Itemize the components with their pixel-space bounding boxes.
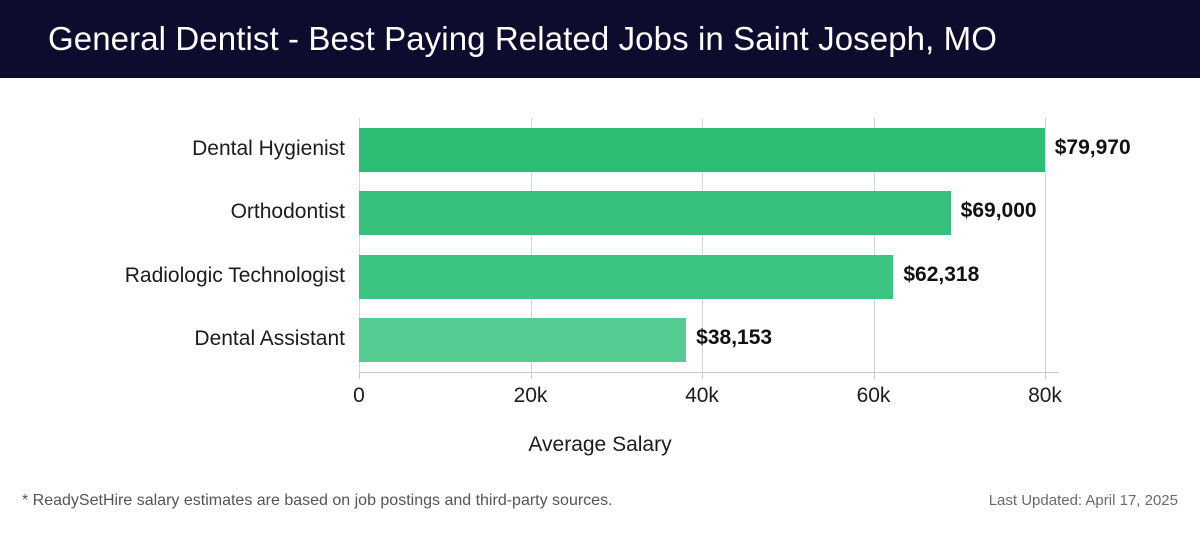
- gridline: [359, 118, 360, 372]
- gridline: [702, 118, 703, 372]
- x-tick-label: 20k: [513, 384, 548, 407]
- category-label: Orthodontist: [230, 200, 345, 224]
- value-label: $69,000: [960, 199, 1037, 223]
- bar: [359, 254, 894, 299]
- category-label: Radiologic Technologist: [124, 263, 345, 287]
- value-label: $62,318: [903, 262, 980, 286]
- bar-chart: 0 20k 40k 60k 80k Dental Hygienist Orthodonti…: [0, 78, 1200, 468]
- bar: [359, 191, 951, 236]
- value-label: $79,970: [1054, 135, 1131, 159]
- plot-area: [359, 118, 1046, 372]
- category-label: Dental Hygienist: [192, 136, 345, 160]
- tick-mark: [530, 372, 532, 379]
- x-axis-line: [359, 372, 1059, 373]
- x-tick-label: 0: [353, 384, 365, 407]
- x-axis-title: Average Salary: [528, 433, 672, 456]
- category-label: Dental Assistant: [194, 327, 345, 351]
- bar: [359, 318, 687, 363]
- page-title: General Dentist - Best Paying Related Jo…: [48, 20, 998, 57]
- gridline: [1045, 118, 1046, 372]
- x-tick-label: 80k: [1028, 384, 1062, 407]
- gridline: [873, 118, 875, 372]
- tick-mark: [873, 372, 875, 379]
- footer-disclaimer: * ReadySetHire salary estimates are base…: [22, 492, 613, 509]
- header-banner: General Dentist - Best Paying Related Jo…: [0, 0, 1200, 78]
- tick-mark: [702, 372, 703, 379]
- tick-mark: [359, 372, 360, 379]
- tick-mark: [1045, 372, 1046, 379]
- x-tick-label: 40k: [685, 384, 719, 407]
- gridline: [530, 118, 532, 372]
- value-label: $38,153: [696, 326, 773, 350]
- bar: [359, 127, 1045, 172]
- footer: * ReadySetHire salary estimates are base…: [0, 492, 1200, 540]
- x-tick-label: 60k: [856, 384, 891, 407]
- footer-last-updated: Last Updated: April 17, 2025: [988, 492, 1178, 509]
